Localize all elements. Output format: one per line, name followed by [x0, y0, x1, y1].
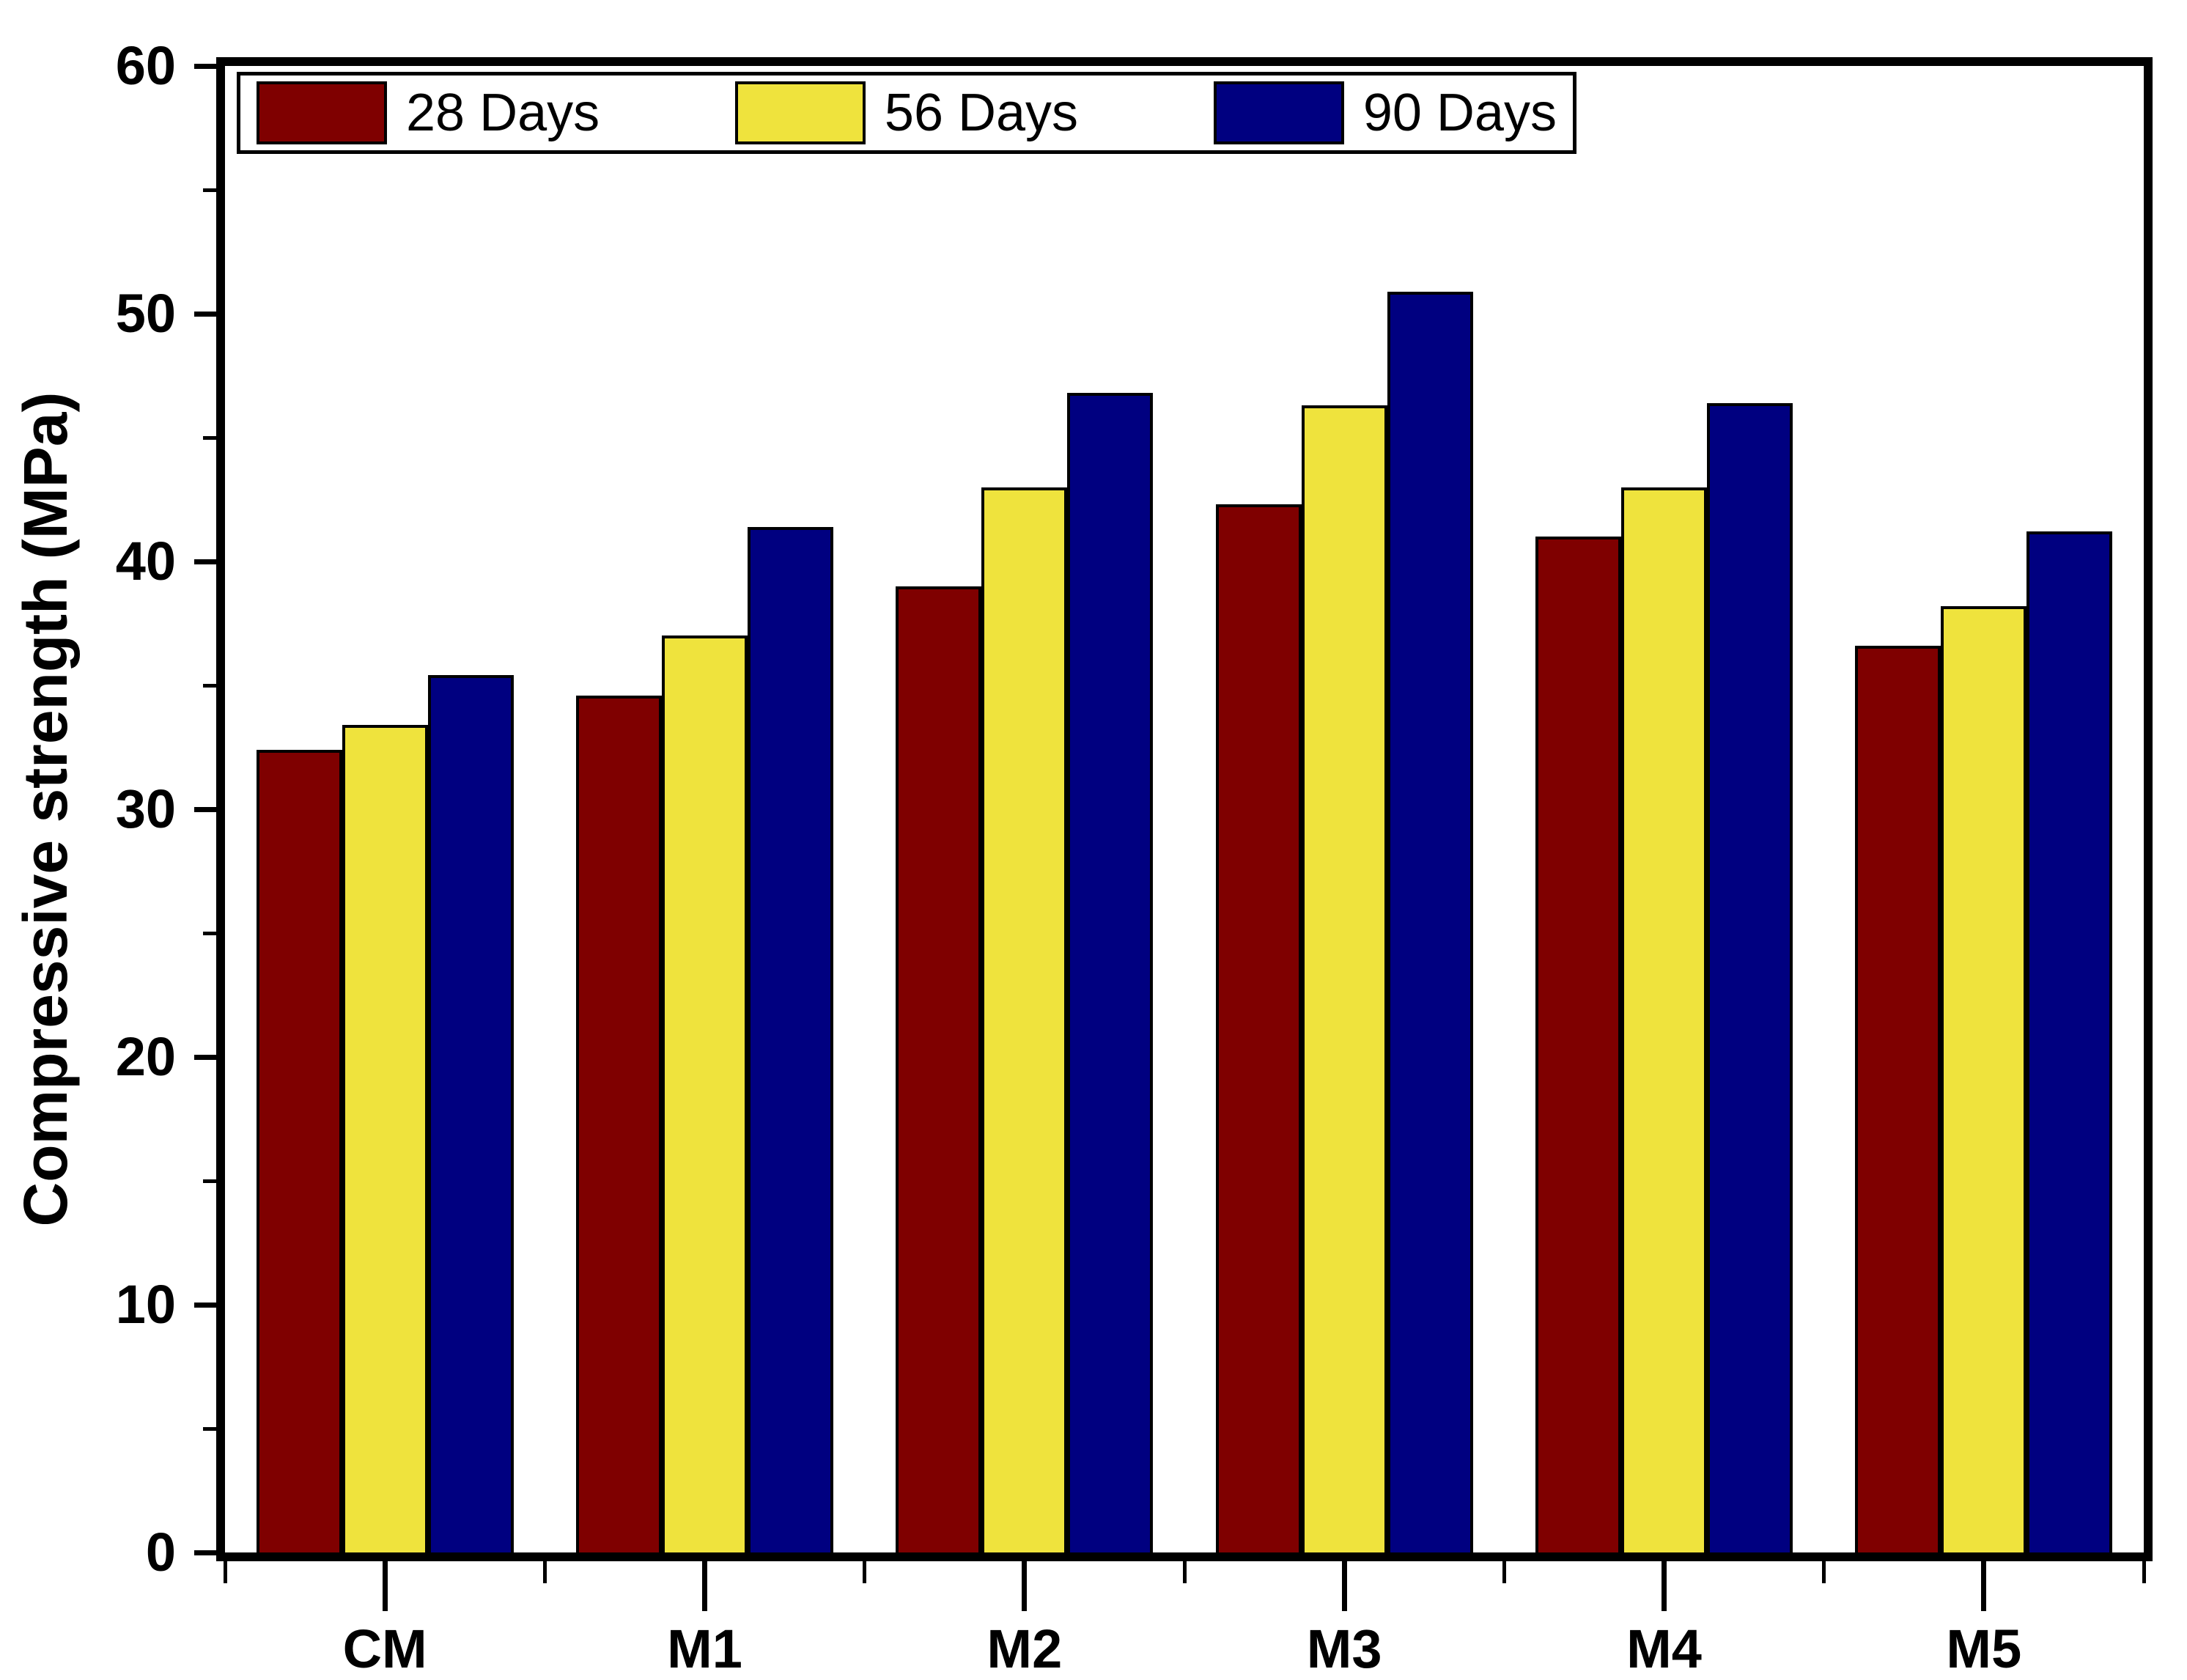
- y-axis-tick-label: 60: [115, 35, 176, 96]
- bar-m1-28days: [576, 696, 662, 1552]
- y-axis-tick-label: 20: [115, 1026, 176, 1087]
- y-axis-minor-tick: [203, 932, 216, 935]
- x-axis-major-tick: [1981, 1561, 1987, 1611]
- x-axis-minor-tick: [1502, 1561, 1506, 1583]
- y-axis-major-tick: [194, 1550, 216, 1555]
- bar-cm-56days: [342, 725, 428, 1552]
- bar-m3-56days: [1302, 405, 1387, 1552]
- x-axis-category-label: M2: [986, 1618, 1063, 1679]
- y-axis-major-tick: [194, 64, 216, 69]
- legend-label: 28 Days: [406, 84, 600, 142]
- y-axis-tick-label: 10: [115, 1274, 176, 1335]
- bar-m3-28days: [1216, 504, 1302, 1552]
- bar-m2-90days: [1067, 393, 1153, 1552]
- x-axis-major-tick: [702, 1561, 707, 1611]
- legend-swatch-56days: [734, 81, 866, 144]
- y-axis-major-tick: [194, 1055, 216, 1060]
- legend: 28 Days 56 Days 90 Days: [237, 72, 1576, 154]
- y-axis-minor-tick: [203, 188, 216, 192]
- x-axis-minor-tick: [2142, 1561, 2146, 1583]
- y-axis-minor-tick: [203, 436, 216, 440]
- y-axis-tick-label: 30: [115, 778, 176, 839]
- x-axis-category-label: M5: [1946, 1618, 2022, 1679]
- bar-m1-90days: [748, 527, 833, 1552]
- plot-area: [216, 57, 2153, 1561]
- x-axis-major-tick: [382, 1561, 388, 1611]
- y-axis-major-tick: [194, 559, 216, 564]
- bar-m5-28days: [1855, 646, 1941, 1552]
- legend-swatch-28days: [257, 81, 387, 144]
- legend-item-56days: 56 Days: [734, 81, 1079, 144]
- bar-m4-56days: [1621, 487, 1707, 1552]
- y-axis-tick-label: 50: [115, 283, 176, 344]
- y-axis-minor-tick: [203, 684, 216, 688]
- bar-m3-90days: [1387, 292, 1473, 1552]
- y-axis-major-tick: [194, 1303, 216, 1308]
- bar-m4-28days: [1535, 537, 1621, 1552]
- bar-m5-90days: [2026, 531, 2112, 1552]
- legend-label: 56 Days: [884, 84, 1079, 142]
- x-axis-major-tick: [1022, 1561, 1028, 1611]
- bar-m4-90days: [1707, 403, 1793, 1552]
- bar-cm-28days: [257, 750, 342, 1552]
- bar-cm-90days: [428, 675, 514, 1552]
- x-axis-minor-tick: [1822, 1561, 1826, 1583]
- x-axis-major-tick: [1662, 1561, 1667, 1611]
- y-axis-major-tick: [194, 807, 216, 812]
- y-axis-minor-tick: [203, 1427, 216, 1431]
- y-axis-tick-label: 0: [145, 1522, 176, 1583]
- bar-m2-56days: [981, 487, 1067, 1552]
- y-axis-major-tick: [194, 312, 216, 317]
- x-axis-category-label: M4: [1626, 1618, 1702, 1679]
- bar-m1-56days: [662, 635, 748, 1552]
- x-axis-category-label: M1: [667, 1618, 742, 1679]
- x-axis-minor-tick: [542, 1561, 547, 1583]
- x-axis-category-label: CM: [342, 1618, 427, 1679]
- x-axis-minor-tick: [223, 1561, 227, 1583]
- x-axis-category-label: M3: [1306, 1618, 1382, 1679]
- y-axis-minor-tick: [203, 1179, 216, 1183]
- bar-m5-56days: [1941, 606, 2026, 1552]
- legend-item-90days: 90 Days: [1213, 81, 1557, 144]
- x-axis-major-tick: [1341, 1561, 1347, 1611]
- bar-m2-28days: [896, 586, 981, 1552]
- y-axis-tick-label: 40: [115, 531, 176, 592]
- x-axis-minor-tick: [1182, 1561, 1187, 1583]
- legend-label: 90 Days: [1362, 84, 1557, 142]
- x-axis-minor-tick: [863, 1561, 867, 1583]
- legend-item-28days: 28 Days: [257, 81, 600, 144]
- legend-swatch-90days: [1213, 81, 1344, 144]
